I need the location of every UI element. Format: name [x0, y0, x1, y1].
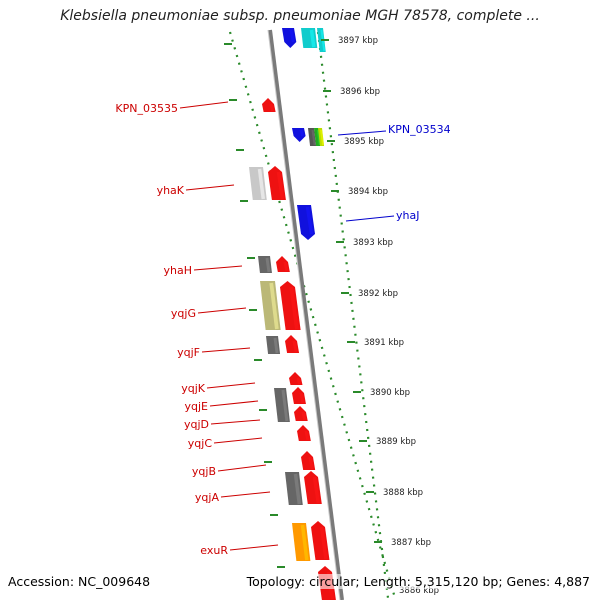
gene-leader-line [210, 419, 261, 425]
gene-feature-shading [305, 206, 314, 235]
gene-feature-shading [300, 524, 309, 561]
gene-leader-line [185, 184, 235, 191]
gene-label-yqjf[interactable]: yqjF [177, 346, 200, 359]
gene-feature-shading [299, 129, 305, 137]
gene-label-yqje[interactable]: yqjE [185, 400, 209, 413]
gene-label-yhah[interactable]: yhaH [164, 264, 193, 277]
gene-feature-shading [301, 411, 307, 421]
gene-feature-shading [289, 286, 299, 330]
gene-leader-line [337, 130, 387, 136]
kbp-label: 3886 kbp [399, 586, 439, 596]
gene-labels: KPN_03535 KPN_03534 yhaK yhaJ yhaH yqjG yqjF yq… [115, 102, 450, 557]
gene-feature-shading [309, 29, 316, 48]
kbp-label: 3897 kbp [338, 36, 378, 46]
gene-feature-block[interactable] [297, 205, 316, 240]
gene-label-lines [179, 101, 395, 551]
gene-feature-shading [304, 430, 310, 441]
kbp-label: 3892 kbp [358, 289, 398, 299]
genome-backbone [268, 29, 344, 600]
gene-feature-shading [265, 257, 271, 273]
kbp-label: 3896 kbp [340, 87, 380, 97]
gene-label-kpn-03535[interactable]: KPN_03535 [115, 102, 178, 115]
accession-text: Accession: NC_009648 [8, 574, 151, 589]
gene-feature-shading [281, 389, 289, 422]
topology-text: Topology: circular; Length: 5,315,120 bp… [246, 574, 590, 589]
gene-feature-shading [296, 377, 301, 385]
gene-leader-line [201, 347, 251, 353]
gene-feature-shading [311, 129, 316, 146]
gene-leader-line [193, 265, 243, 271]
ruler-ticks [224, 39, 382, 568]
feature-blocks [249, 28, 336, 600]
gene-feature-shading [273, 337, 279, 354]
gene-feature-shading [257, 168, 266, 200]
gene-feature-shading [269, 103, 275, 112]
gene-label-kpn-03534[interactable]: KPN_03534 [388, 123, 451, 136]
kbp-label: 3895 kbp [344, 137, 384, 147]
gene-feature-shading [269, 282, 279, 330]
gene-feature-shading [292, 340, 298, 353]
gene-feature-shading [283, 261, 289, 272]
gene-leader-line [209, 400, 259, 407]
gene-feature-shading [316, 129, 321, 146]
gene-leader-line [217, 464, 267, 472]
gene-feature-block[interactable] [282, 28, 297, 48]
kbp-label: 3891 kbp [364, 338, 404, 348]
gene-leader-line [206, 382, 256, 389]
gene-label-yqjk[interactable]: yqjK [181, 382, 206, 395]
kbp-label: 3890 kbp [370, 388, 410, 398]
kbp-label: 3893 kbp [353, 238, 393, 248]
kbp-label: 3887 kbp [391, 538, 431, 548]
gene-label-yqjb[interactable]: yqjB [192, 465, 216, 478]
gene-leader-line [345, 215, 395, 222]
map-title: Klebsiella pneumoniae subsp. pneumoniae … [60, 8, 540, 24]
inner-ruler-line [228, 31, 397, 599]
gene-feature-shading [320, 129, 325, 146]
gene-feature-shading [276, 171, 285, 200]
gene-label-yqjd[interactable]: yqjD [184, 418, 209, 431]
gene-label-exur[interactable]: exuR [200, 544, 228, 557]
gene-feature-shading [319, 526, 328, 560]
genome-backbone-highlight [267, 29, 341, 600]
gene-label-yhak[interactable]: yhaK [157, 184, 185, 197]
kbp-label: 3888 kbp [383, 488, 423, 498]
gene-leader-line [229, 544, 279, 551]
kbp-labels: 3897 kbp 3896 kbp 3895 kbp 3894 kbp 3893 kbp… [338, 36, 439, 596]
gene-feature-shading [289, 29, 295, 43]
gene-label-yqjc[interactable]: yqjC [188, 437, 213, 450]
gene-feature-shading [312, 476, 321, 504]
kbp-label: 3889 kbp [376, 437, 416, 447]
gene-feature-shading [293, 473, 302, 505]
gene-feature-shading [308, 456, 314, 470]
gene-leader-line [213, 437, 263, 444]
gene-label-yqjg[interactable]: yqjG [171, 307, 196, 320]
gene-label-yhaj[interactable]: yhaJ [396, 209, 419, 222]
gene-leader-line [220, 491, 271, 498]
outer-ruler-line [316, 31, 390, 599]
gene-feature-shading [299, 392, 305, 404]
gene-leader-line [179, 101, 229, 109]
gene-leader-line [197, 307, 247, 314]
gene-label-yqja[interactable]: yqjA [195, 491, 220, 504]
kbp-label: 3894 kbp [348, 187, 388, 197]
